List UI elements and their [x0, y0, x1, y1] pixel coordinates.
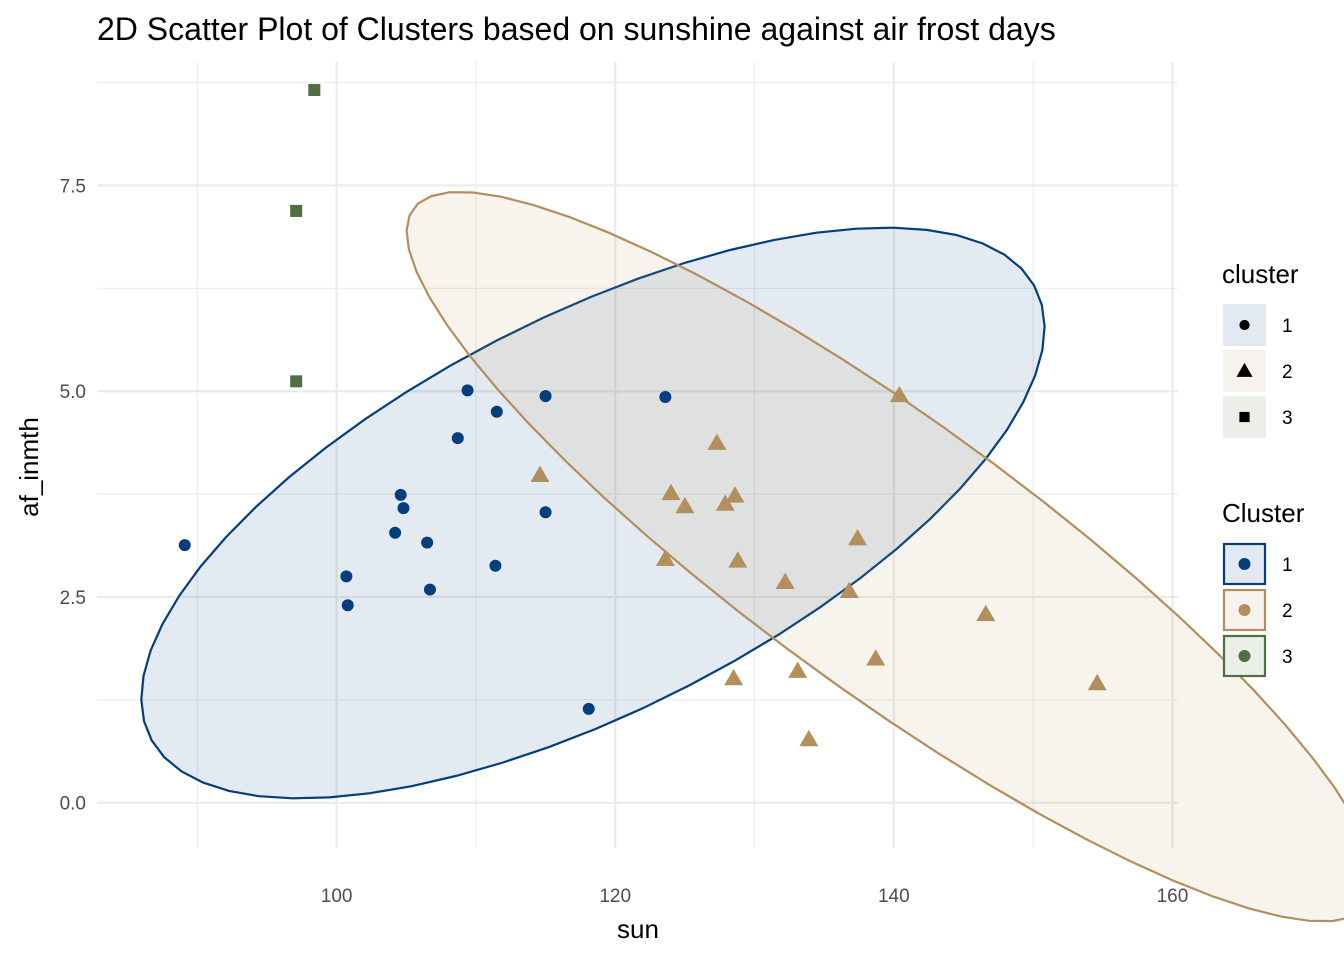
y-axis-title: af_inmth	[14, 417, 44, 517]
cluster-1-point	[582, 702, 595, 715]
y-axis-ticks: 0.0 2.5 5.0 7.5	[60, 176, 86, 814]
legend-fill-2-icon	[1238, 604, 1251, 616]
chart-title: 2D Scatter Plot of Clusters based on sun…	[97, 11, 1056, 47]
legend-title-shape: cluster	[1222, 259, 1299, 289]
cluster-2-point	[799, 729, 819, 747]
cluster-2-point	[788, 661, 808, 678]
cluster-1-point	[489, 559, 502, 572]
cluster-1-point	[394, 488, 407, 501]
x-axis-title: sun	[617, 914, 659, 944]
cluster-1-point	[421, 536, 434, 549]
legend-label: 1	[1282, 316, 1293, 337]
cluster-1-point	[539, 390, 552, 403]
cluster-3-point	[308, 83, 321, 96]
cluster-1-point	[389, 526, 402, 539]
legend-label: 2	[1282, 601, 1293, 622]
cluster-2-point	[839, 581, 859, 599]
legend-title-fill: Cluster	[1222, 498, 1305, 528]
legend-shape-1-icon	[1239, 319, 1250, 331]
y-tick-label: 2.5	[60, 588, 86, 609]
cluster-1-point	[659, 390, 672, 403]
legend-shape-3-icon	[1239, 411, 1250, 423]
x-axis-ticks: 100 120 140 160	[321, 886, 1189, 907]
cluster-1-ellipse	[140, 226, 1046, 800]
legend-label: 3	[1282, 408, 1293, 429]
cluster-2-point	[661, 483, 681, 501]
cluster-2-point	[866, 649, 886, 666]
x-tick-label: 120	[599, 886, 631, 907]
cluster-2-point	[675, 496, 695, 514]
x-tick-label: 160	[1157, 886, 1189, 907]
y-tick-label: 5.0	[60, 382, 86, 403]
cluster-2-point	[724, 668, 744, 686]
y-tick-label: 0.0	[60, 794, 86, 815]
cluster-ellipses	[140, 191, 1344, 923]
cluster-1-point	[423, 583, 436, 596]
cluster-2-point	[715, 494, 735, 511]
legend-fill-3-icon	[1238, 650, 1251, 662]
cluster-1-point	[341, 599, 354, 612]
cluster-2-point	[775, 572, 795, 589]
cluster-2-point	[1087, 673, 1107, 691]
cluster-1-point	[490, 405, 503, 418]
legend-shape-2-icon	[1236, 362, 1253, 377]
legend-label: 2	[1282, 362, 1293, 383]
cluster-1-point	[461, 384, 474, 397]
cluster-1-point	[451, 432, 464, 445]
cluster-1-point	[178, 539, 191, 552]
data-points	[178, 83, 1107, 747]
cluster-2-point	[848, 529, 868, 546]
legend-label: 1	[1282, 555, 1293, 576]
cluster-3-point	[290, 204, 303, 217]
cluster-1-point	[340, 570, 353, 583]
y-tick-label: 7.5	[60, 176, 86, 197]
legend: cluster 1 2 3 Cluster 1 2 3	[1222, 259, 1305, 678]
cluster-2-point	[530, 465, 550, 483]
legend-fill-1-icon	[1238, 558, 1251, 570]
cluster-3-point	[290, 375, 303, 388]
x-tick-label: 140	[878, 886, 910, 907]
cluster-1-point	[539, 506, 552, 519]
cluster-2-point	[725, 486, 745, 503]
cluster-1-point	[397, 502, 410, 515]
x-tick-label: 100	[321, 886, 353, 907]
cluster-2-point	[707, 433, 727, 450]
cluster-2-point	[728, 551, 748, 568]
legend-label: 3	[1282, 647, 1293, 668]
cluster-2-point	[889, 385, 909, 403]
cluster-2-point	[655, 549, 675, 566]
cluster-2-ellipse	[405, 191, 1344, 923]
cluster-2-point	[976, 604, 996, 622]
legend-key-fill	[1222, 588, 1267, 632]
